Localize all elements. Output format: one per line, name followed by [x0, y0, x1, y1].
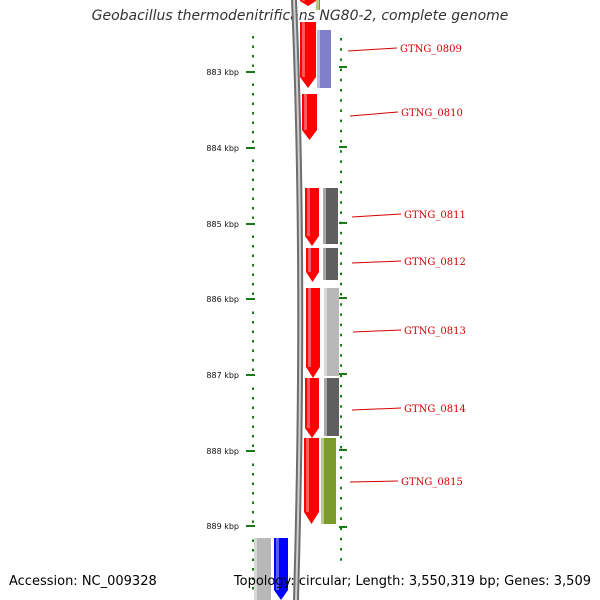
scale-label: 889 kbp: [206, 522, 239, 531]
gene-arrow: [306, 248, 319, 282]
gene-highlight: [302, 22, 305, 77]
feature-track: [323, 248, 338, 280]
genome-backbone: [291, 0, 304, 600]
gene-highlight: [306, 438, 309, 512]
right-scale-ruler: [339, 38, 347, 561]
gene-label: GTNG_0811: [404, 210, 466, 221]
leader-line: [347, 47, 398, 52]
gene-arrow: [306, 288, 320, 378]
scale-label: 887 kbp: [206, 371, 239, 380]
scale-label: 888 kbp: [206, 447, 239, 456]
gene-arrow: [302, 94, 317, 140]
gene-highlight: [276, 538, 279, 590]
gene-labels: GTNG_0809 GTNG_0810 GTNG_0811 GTNG_0812 GTNG…: [347, 44, 466, 488]
map-title: Geobacillus thermodenitrificans NG80-2, …: [91, 8, 509, 24]
track-highlight: [324, 378, 327, 436]
accession-text: Accession: NC_009328: [9, 574, 157, 589]
gene-label: GTNG_0813: [404, 326, 466, 337]
track-highlight: [321, 438, 324, 524]
track-highlight: [254, 538, 257, 600]
leader-line: [351, 213, 402, 218]
feature-track: [323, 188, 338, 244]
track-highlight: [316, 0, 319, 10]
gene-label: GTNG_0812: [404, 257, 466, 268]
topology-text: Topology: circular; Length: 3,550,319 bp…: [233, 574, 591, 589]
gene-label: GTNG_0809: [400, 44, 462, 55]
gene-highlight: [304, 94, 307, 130]
feature-tracks: [254, 0, 339, 600]
leader-line: [351, 260, 402, 264]
gene-label: GTNG_0814: [404, 404, 466, 415]
scale-label: 884 kbp: [206, 144, 239, 153]
left-scale-ruler: [246, 36, 255, 590]
gene-highlight: [308, 248, 311, 272]
gene-arrow: [305, 378, 319, 438]
backbone-highlight: [293, 0, 302, 600]
track-highlight: [324, 288, 327, 376]
scale-labels: 883 kbp 884 kbp 885 kbp 886 kbp 887 kbp 888 k…: [206, 68, 239, 531]
scale-label: 883 kbp: [206, 68, 239, 77]
track-highlight: [323, 248, 326, 280]
leader-line: [351, 407, 402, 411]
feature-track: [316, 0, 320, 10]
feature-track: [324, 378, 339, 436]
feature-track: [324, 288, 339, 376]
gene-arrow: [304, 438, 319, 524]
track-highlight: [317, 30, 320, 88]
gene-highlight: [307, 188, 310, 236]
feature-track: [317, 30, 331, 88]
leader-line: [352, 329, 402, 333]
gene-highlight: [302, 0, 305, 1]
gene-highlight: [308, 288, 311, 367]
gene-arrow: [274, 538, 288, 600]
feature-track: [321, 438, 336, 524]
gene-arrow: [305, 188, 319, 246]
leader-line: [349, 480, 399, 483]
gene-arrow: [300, 0, 316, 6]
track-highlight: [323, 188, 326, 244]
feature-track: [254, 538, 271, 600]
scale-label: 885 kbp: [206, 220, 239, 229]
gene-label: GTNG_0810: [401, 108, 463, 119]
gene-highlight: [307, 378, 310, 428]
gene-arrow: [300, 22, 316, 88]
scale-label: 886 kbp: [206, 295, 239, 304]
gene-arrows: [274, 0, 320, 600]
gene-label: GTNG_0815: [401, 477, 463, 488]
leader-line: [349, 111, 399, 117]
